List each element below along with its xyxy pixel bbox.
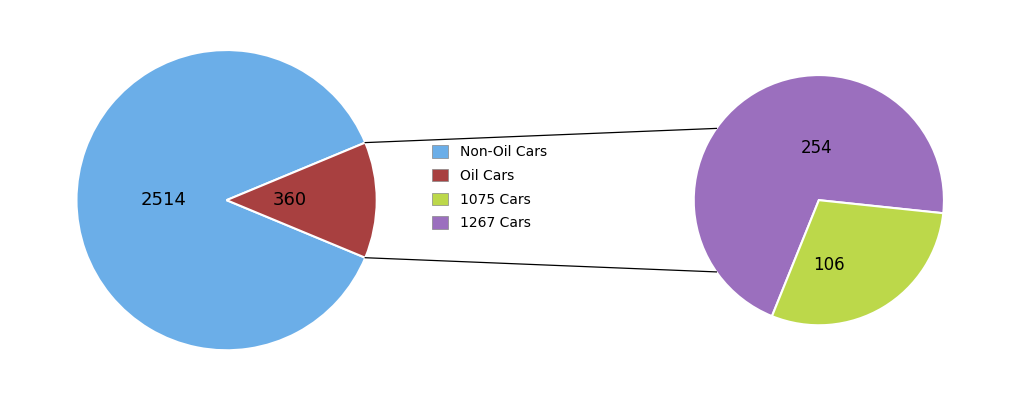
Wedge shape — [772, 200, 943, 325]
Text: 2514: 2514 — [141, 191, 186, 209]
Wedge shape — [694, 75, 943, 316]
Wedge shape — [76, 50, 366, 350]
Wedge shape — [227, 143, 377, 258]
Text: 254: 254 — [800, 138, 832, 157]
Legend: Non-Oil Cars, Oil Cars, 1075 Cars, 1267 Cars: Non-Oil Cars, Oil Cars, 1075 Cars, 1267 … — [426, 140, 552, 236]
Text: 106: 106 — [813, 256, 845, 274]
Text: 360: 360 — [273, 191, 307, 209]
